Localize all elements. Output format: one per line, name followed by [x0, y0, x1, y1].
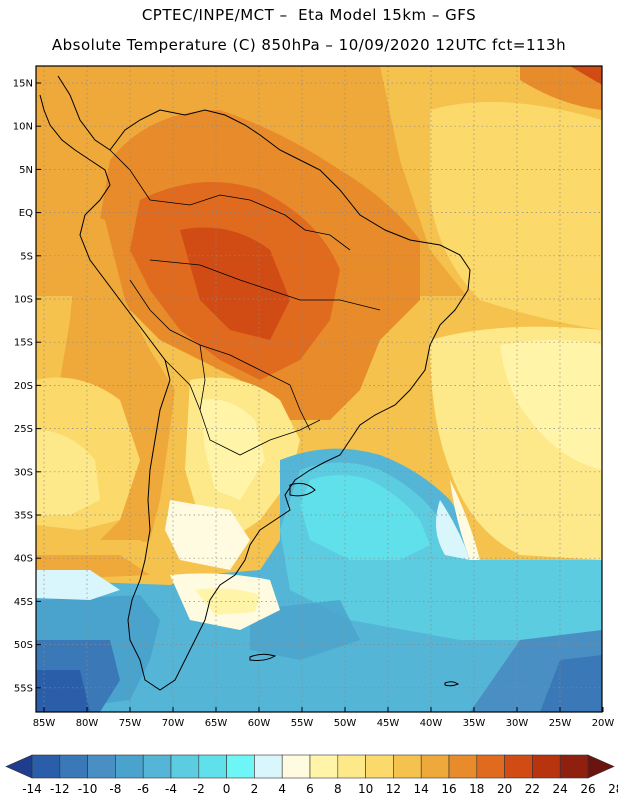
longitude-label: 30W [506, 718, 529, 729]
colorbar-label: -4 [165, 782, 177, 796]
colorbar-swatch [142, 754, 172, 779]
longitude-label: 85W [33, 718, 56, 729]
colorbar-label: 24 [553, 782, 568, 796]
longitude-label: 50W [334, 718, 357, 729]
colorbar-swatch [226, 754, 255, 779]
colorbar-swatch [115, 754, 144, 779]
colorbar-swatch [309, 754, 339, 779]
colorbar-label: 26 [580, 782, 595, 796]
map-frame [35, 65, 603, 713]
colorbar-label: 0 [223, 782, 231, 796]
latitude-label: EQ [19, 208, 33, 219]
colorbar-label: 2 [251, 782, 259, 796]
longitude-label: 40W [420, 718, 443, 729]
colorbar-min-arrow [5, 754, 33, 779]
colorbar-swatch [254, 754, 283, 779]
colorbar-label: 8 [334, 782, 342, 796]
colorbar-label: 28 [608, 782, 618, 796]
colorbar-swatch [337, 754, 366, 779]
colorbar-label: 12 [386, 782, 401, 796]
longitude-label: 55W [291, 718, 314, 729]
country-borders [109, 149, 381, 456]
colorbar-label: -2 [193, 782, 205, 796]
longitude-label: 70W [162, 718, 185, 729]
latitude-label: 10S [14, 295, 33, 306]
longitude-labels: 85W 80W 75W 70W 65W 60W 55W 50W 45W 40W 35W 30W 25W 2… [33, 707, 615, 729]
longitude-label: 80W [76, 718, 99, 729]
latitude-label: 10N [13, 122, 33, 133]
colorbar-max-arrow [587, 754, 615, 779]
colorbar-label: 16 [441, 782, 456, 796]
latitude-label: 40S [14, 554, 33, 565]
temperature-field [36, 66, 602, 712]
latitude-label: 5N [19, 165, 33, 176]
colorbar-label: 20 [497, 782, 512, 796]
latitude-label: 25S [14, 424, 33, 435]
colorbar-label: -6 [137, 782, 149, 796]
colorbar-swatch [87, 754, 116, 779]
latitude-label: 30S [14, 467, 33, 478]
colorbar-swatch [532, 754, 561, 779]
colorbar-label: -8 [109, 782, 121, 796]
colorbar-swatch [59, 754, 88, 779]
latitude-label: 15N [13, 79, 33, 90]
colorbar-swatch [448, 754, 478, 779]
colorbar-label: -12 [50, 782, 70, 796]
colorbar-label: 10 [358, 782, 373, 796]
colorbar-label: 22 [525, 782, 540, 796]
latitude-label: 45S [14, 597, 33, 608]
colorbar-swatch [170, 754, 200, 779]
colorbar-swatch [420, 754, 450, 779]
colorbar-swatch [559, 754, 589, 779]
coastline [39, 75, 471, 691]
colorbar-swatch [31, 754, 61, 779]
colorbar-label: -10 [78, 782, 98, 796]
colorbar-swatch [476, 754, 505, 779]
map-title: CPTEC/INPE/MCT – Eta Model 15km – GFS [141, 6, 477, 24]
colorbar-swatch [393, 754, 422, 779]
latitude-label: 5S [20, 251, 33, 262]
colorbar-label: 18 [469, 782, 484, 796]
longitude-label: 35W [463, 718, 486, 729]
longitude-label: 20W [592, 718, 615, 729]
longitude-label: 45W [377, 718, 400, 729]
colorbar-label: 6 [306, 782, 314, 796]
colorbar-swatch [365, 754, 394, 779]
longitude-label: 75W [119, 718, 142, 729]
latitude-label: 55S [14, 683, 33, 694]
latitude-label: 15S [14, 338, 33, 349]
latitude-labels: 15N 10N 5N EQ 5S 10S 15S 20S 25S 30S 35S 40S 45S 50S 5… [13, 79, 41, 694]
colorbar-swatch [198, 754, 227, 779]
longitude-label: 60W [248, 718, 271, 729]
longitude-label: 25W [549, 718, 572, 729]
longitude-label: 65W [205, 718, 228, 729]
colorbar-swatch [281, 754, 311, 779]
colorbar-label: -14 [22, 782, 42, 796]
latitude-label: 35S [14, 511, 33, 522]
map-subtitle: Absolute Temperature (C) 850hPa – 10/09/… [51, 36, 567, 54]
colorbar-swatch [504, 754, 533, 779]
colorbar-label: 4 [278, 782, 286, 796]
colorbar [5, 754, 615, 779]
colorbar-labels: -14 -12 -10 -8 -6 -4 -2 0 2 4 6 8 10 12 14 16 18 20 22 24 26… [22, 782, 618, 796]
latitude-label: 20S [14, 381, 33, 392]
colorbar-label: 14 [414, 782, 429, 796]
latitude-label: 50S [14, 640, 33, 651]
